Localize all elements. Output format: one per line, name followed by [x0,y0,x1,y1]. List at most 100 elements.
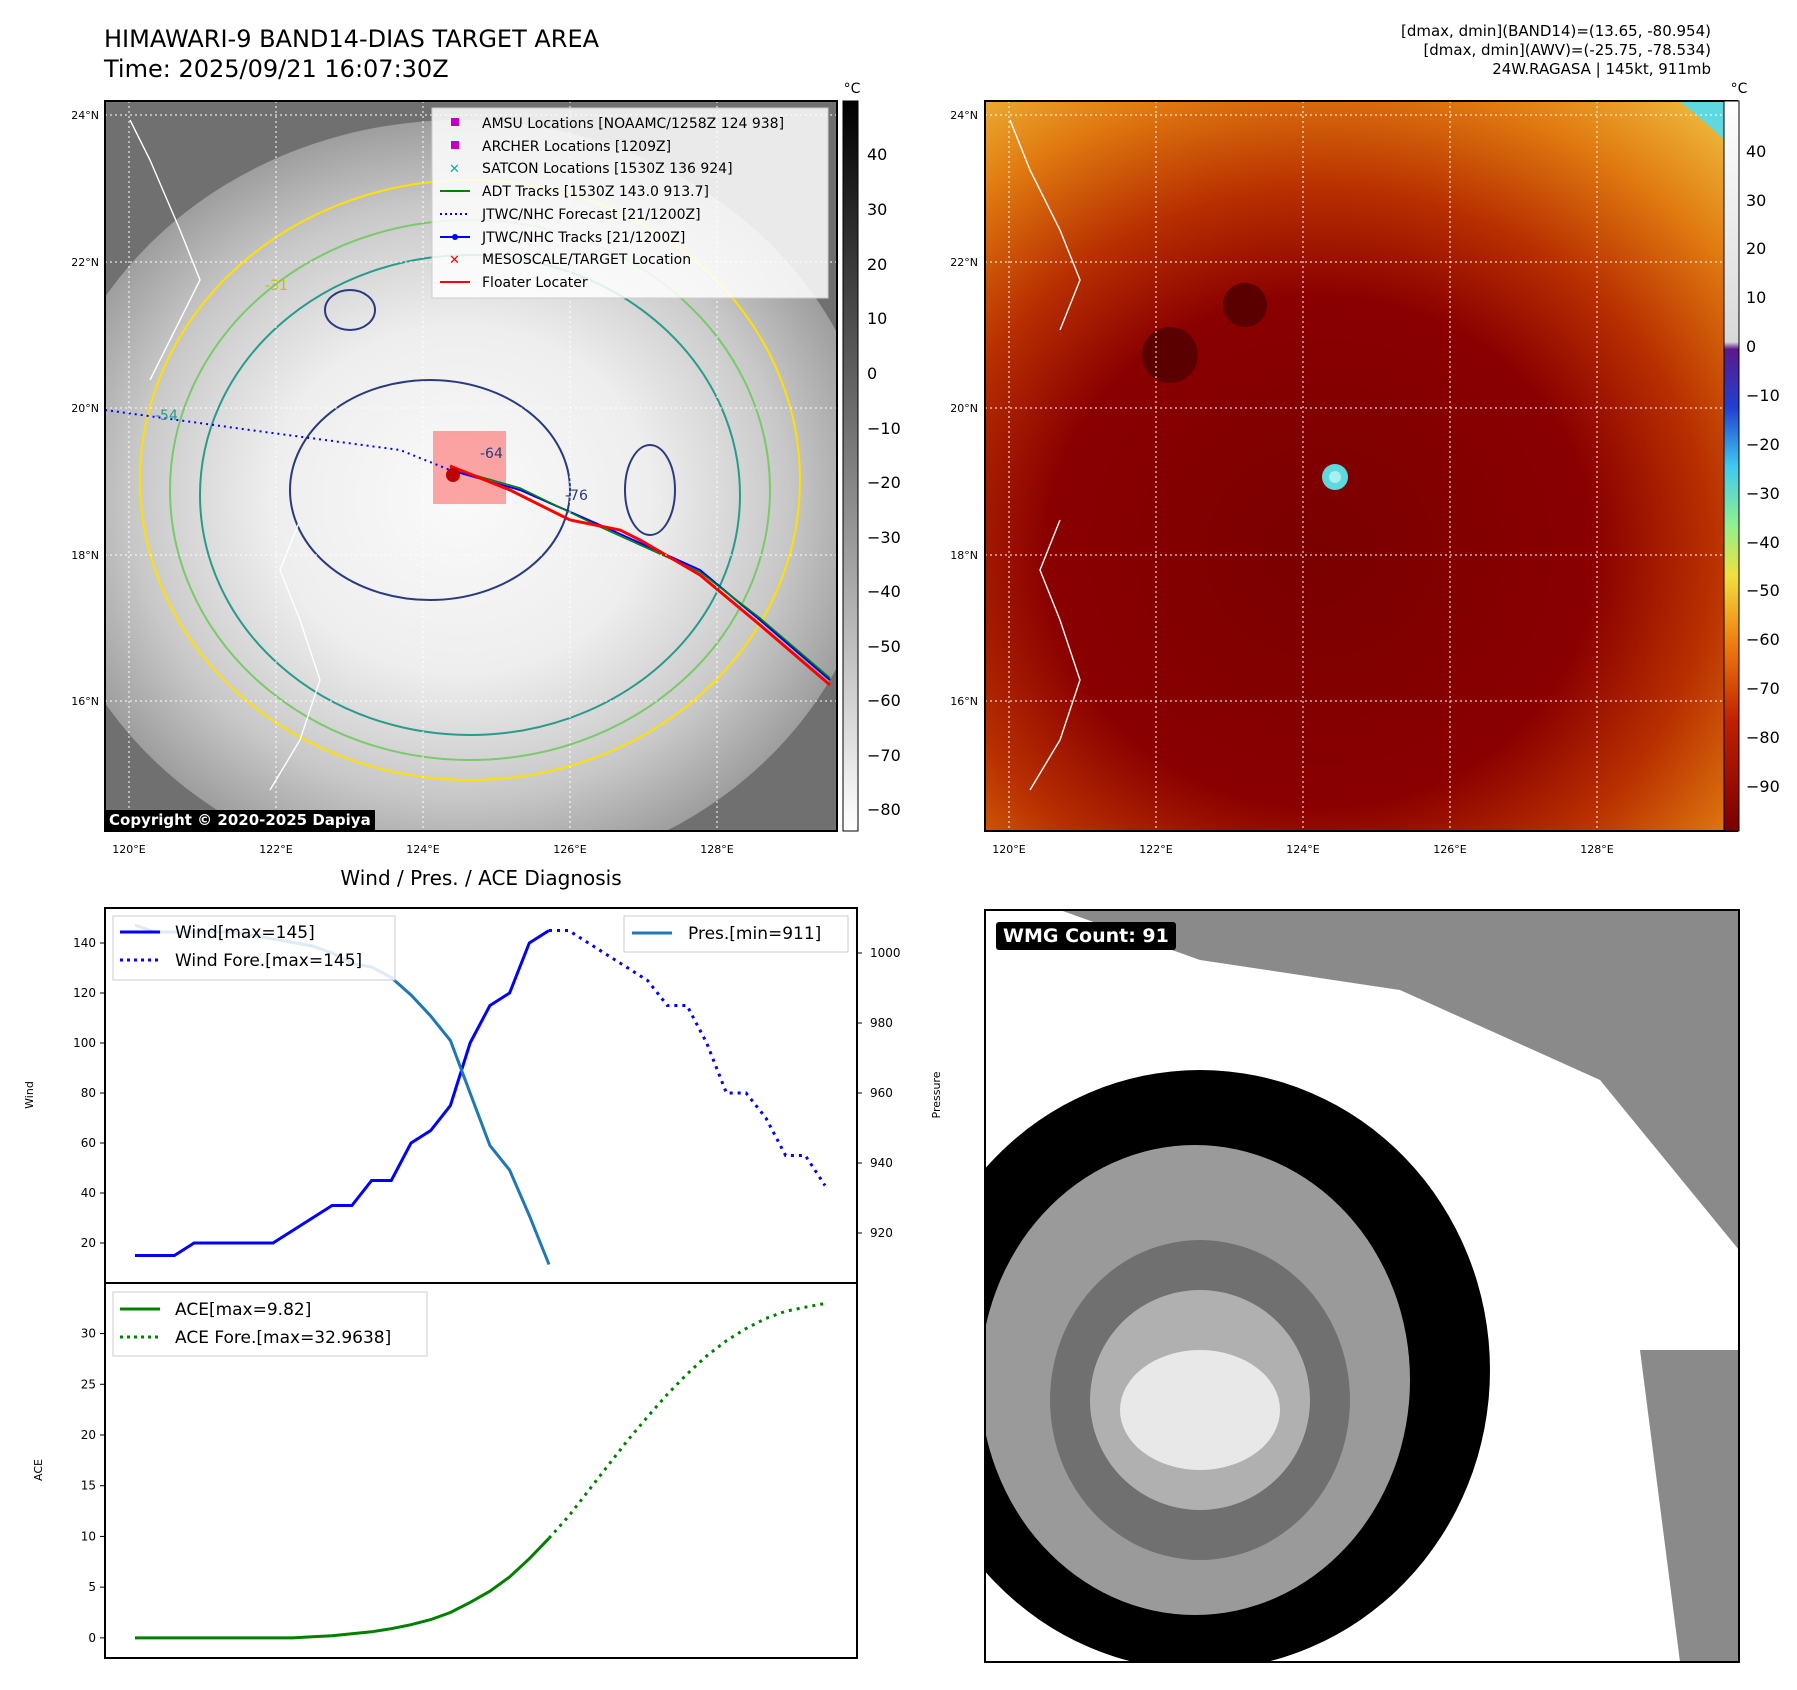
ace-forecast-line [547,1302,826,1540]
ace-axis-label: ACE [32,1459,45,1481]
gray-tick: 0 [867,364,877,383]
legend-wind-fore: Wind Fore.[max=145] [175,951,362,971]
ace-series-line [135,1537,551,1640]
contour-navy [289,379,571,601]
legend-entries: AMSU Locations [NOAAMC/1258Z 124 938] AR… [440,116,784,291]
color-colorbar [1723,100,1740,832]
color-tick: −60 [1746,630,1780,649]
lat-label: 22°N [71,256,99,269]
wind-tick-label: 140 [73,936,96,950]
gray-tick: 10 [867,309,887,328]
lat-label: 16°N [950,695,978,708]
awv-cloud-field [985,101,1737,831]
legend-forecast: JTWC/NHC Forecast [21/1200Z] [481,207,701,223]
forecast-track [105,409,451,471]
ace-lines [135,1302,826,1640]
wind-tick-label: 40 [81,1186,96,1200]
color-tick: 0 [1746,337,1756,356]
legend-satcon: SATCON Locations [1530Z 136 924] [482,161,733,177]
band14-map-panel: -64 -76 -54 -31 AMSU Locations [NOAAMC/1… [71,81,901,856]
wmg-frame [984,909,1740,1663]
color-tick: −20 [1746,435,1780,454]
pressure-tick-label: 1000 [870,946,901,960]
color-tick: −30 [1746,484,1780,503]
legend-archer: ARCHER Locations [1209Z] [482,139,671,155]
figure-title: HIMAWARI-9 BAND14-DIAS TARGET AREA Time:… [104,24,599,84]
wind-tick-label: 20 [81,1236,96,1250]
ace-legend [112,1291,428,1357]
awv-gridlines [985,101,1737,831]
wmg-count-label: WMG Count: 91 [996,922,1176,950]
lon-label: 120°E [112,843,145,856]
color-tick: −70 [1746,679,1780,698]
color-tick: 10 [1746,288,1766,307]
wind-right-ticks: 920 940 960 980 1000 [857,946,901,1240]
awv-coastline [1029,519,1081,791]
contour-label-2: -76 [565,488,588,504]
color-tick: −80 [1746,728,1780,747]
floater-track [449,464,831,687]
lon-label: 122°E [1139,843,1172,856]
lon-label: 128°E [1580,843,1613,856]
wind-series-line [135,929,550,1257]
lat-label: 18°N [71,549,99,562]
lon-label: 124°E [1286,843,1319,856]
color-colorbar-ticks: 40 30 20 10 0 −10 −20 −30 −40 −50 −60 −7… [1746,142,1780,796]
pressure-tick-label: 960 [870,1086,893,1100]
wmg-gray-corner [1640,1350,1739,1662]
map-lon-labels: 120°E 122°E 124°E 126°E 128°E [112,843,733,856]
ace-tick-label: 30 [81,1327,96,1341]
ace-tick-label: 15 [81,1479,96,1493]
wind-legend [112,915,396,981]
legend-marker-archer [451,141,459,149]
gray-tick: −80 [867,800,901,819]
legend-ace-fore: ACE Fore.[max=32.9638] [175,1328,391,1348]
legend-floater: Floater Locater [482,275,588,291]
color-tick: 40 [1746,142,1766,161]
awv-map-panel: 24°N 22°N 20°N 18°N 16°N 120°E 122°E 124… [950,81,1780,856]
gray-colorbar-ticks: 40 30 20 10 0 −10 −20 −30 −40 −50 −60 −7… [867,145,901,819]
diagnosis-chart: 20 40 60 80 100 120 140 920 940 960 980 1000 0 5 10 1… [23,907,943,1659]
wind-axis-label: Wind [23,1081,36,1109]
wind-forecast-line [549,929,827,1187]
contour-label-3: -54 [155,408,178,424]
legend-target: MESOSCALE/TARGET Location [482,252,691,268]
diagnosis-title: Wind / Pres. / ACE Diagnosis [340,866,622,890]
legend-wind: Wind[max=145] [175,923,315,943]
ace-tick-label: 20 [81,1428,96,1442]
target-location-marker [446,468,460,482]
coastline-taiwan [129,119,201,381]
gray-colorbar-unit: °C [844,81,861,97]
map-legend [431,107,829,299]
ace-tick-label: 5 [88,1580,96,1594]
gray-tick: 20 [867,255,887,274]
awv-lon-labels: 120°E 122°E 124°E 126°E 128°E [992,843,1613,856]
wmg-eye [1120,1350,1280,1470]
color-tick: −90 [1746,777,1780,796]
legend-marker-amsu [451,118,459,126]
color-tick: −50 [1746,581,1780,600]
title-line-2: Time: 2025/09/21 16:07:30Z [104,55,449,83]
gray-tick: −40 [867,582,901,601]
awv-eye-center [1329,471,1341,483]
color-tick: −40 [1746,533,1780,552]
lat-label: 20°N [71,402,99,415]
lon-label: 126°E [553,843,586,856]
awv-dark-cell [1223,283,1267,327]
gray-colorbar [842,100,859,832]
ace-tick-label: 0 [88,1631,96,1645]
wmg-panel [984,909,1740,1663]
pressure-tick-label: 940 [870,1156,893,1170]
lat-label: 18°N [950,549,978,562]
target-area-box [433,431,506,504]
lon-label: 126°E [1433,843,1466,856]
pressure-axis-label: Pressure [930,1071,943,1118]
legend-marker-tracks-dot [452,234,458,240]
awv-dark-cell [1142,327,1198,383]
color-tick: 20 [1746,239,1766,258]
lon-label: 120°E [992,843,1025,856]
contour-navy-band [624,444,676,536]
gray-tick: −70 [867,746,901,765]
gray-tick: −20 [867,473,901,492]
gray-tick: −60 [867,691,901,710]
